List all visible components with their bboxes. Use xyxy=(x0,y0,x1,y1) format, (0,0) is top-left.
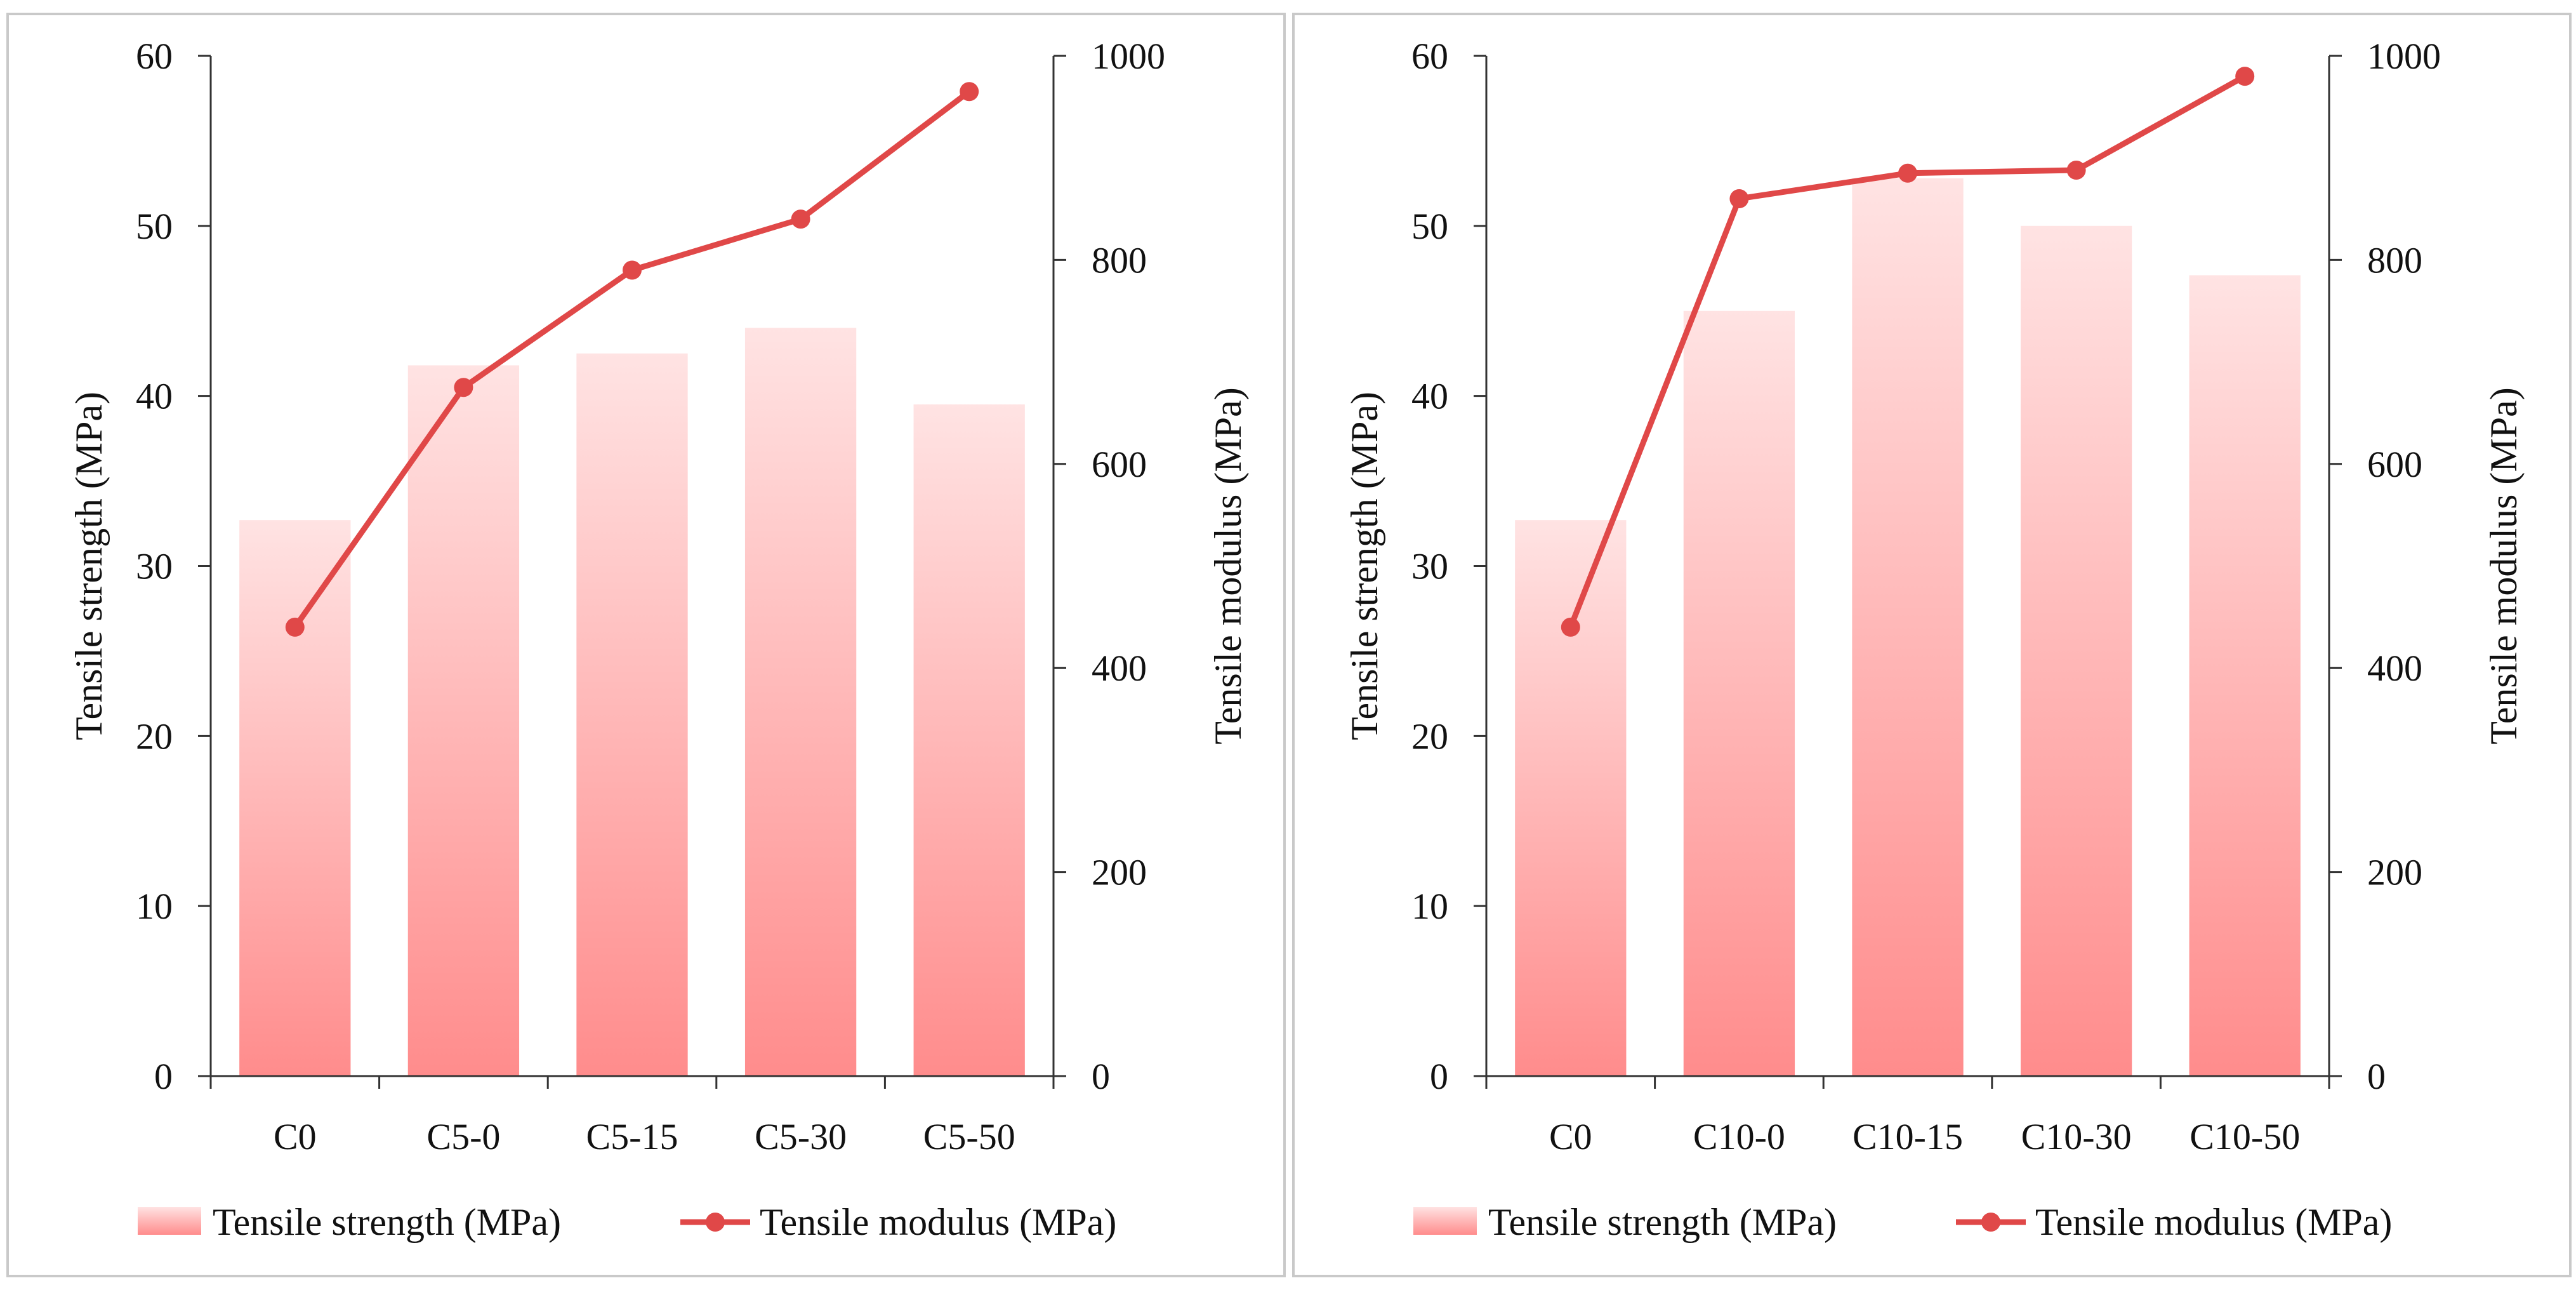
panel-frame xyxy=(1292,13,2572,1277)
bar-c5-15 xyxy=(576,353,688,1077)
point-c5-0 xyxy=(454,378,473,397)
bar-c10-0 xyxy=(1683,310,1795,1076)
bar-c10-50 xyxy=(2189,275,2301,1076)
y2-tick-label: 0 xyxy=(2367,1056,2386,1097)
point-c5-30 xyxy=(791,210,810,229)
y-tick-label: 30 xyxy=(1411,546,1448,587)
y-tick-label: 20 xyxy=(136,715,173,757)
x-tick-label-c10-50: C10-50 xyxy=(2190,1116,2300,1157)
bar-c0 xyxy=(1515,520,1627,1076)
legend-bar-label: Tensile strength (MPa) xyxy=(213,1201,561,1243)
point-c10-15 xyxy=(1898,163,1917,183)
legend-line-marker xyxy=(1981,1213,2000,1232)
point-c10-50 xyxy=(2235,67,2255,86)
legend-bar-label: Tensile strength (MPa) xyxy=(1488,1201,1837,1243)
y-tick-label: 40 xyxy=(1411,376,1448,417)
point-c5-15 xyxy=(623,260,642,280)
y-tick-label: 30 xyxy=(136,546,173,587)
bar-c5-30 xyxy=(744,328,857,1076)
y2-axis-title: Tensile modulus (MPa) xyxy=(1207,387,1249,744)
y-tick-label: 20 xyxy=(1411,715,1448,757)
legend-line-marker xyxy=(706,1213,725,1232)
legend-bar-swatch xyxy=(138,1207,201,1235)
y-tick-label: 0 xyxy=(1430,1056,1448,1097)
point-c0 xyxy=(1561,617,1580,637)
y2-tick-label: 200 xyxy=(1092,852,1147,893)
y2-tick-label: 800 xyxy=(2367,239,2422,281)
x-tick-label-c5-15: C5-15 xyxy=(586,1116,678,1157)
y-tick-label: 10 xyxy=(1411,886,1448,927)
y-axis-title: Tensile strength (MPa) xyxy=(1344,392,1385,740)
y-tick-label: 60 xyxy=(1411,36,1448,77)
point-c0 xyxy=(285,617,305,637)
legend-bar-swatch xyxy=(1413,1207,1477,1235)
y2-tick-label: 400 xyxy=(1092,648,1147,689)
point-c10-30 xyxy=(2066,160,2086,180)
y-tick-label: 10 xyxy=(136,886,173,927)
y-tick-label: 0 xyxy=(154,1056,173,1097)
y-tick-label: 40 xyxy=(136,376,173,417)
y2-axis-title: Tensile modulus (MPa) xyxy=(2483,387,2525,744)
y-tick-label: 50 xyxy=(1411,206,1448,247)
legend-line-label: Tensile modulus (MPa) xyxy=(2035,1201,2392,1243)
y-axis-title: Tensile strength (MPa) xyxy=(68,392,110,740)
point-c5-50 xyxy=(960,82,979,102)
panel-frame xyxy=(6,13,1286,1277)
y2-tick-label: 0 xyxy=(1092,1056,1110,1097)
legend-line-label: Tensile modulus (MPa) xyxy=(760,1201,1116,1243)
y2-tick-label: 600 xyxy=(2367,444,2422,485)
x-tick-label-c5-50: C5-50 xyxy=(923,1116,1015,1157)
y2-tick-label: 800 xyxy=(1092,239,1147,281)
x-tick-label-c10-0: C10-0 xyxy=(1693,1116,1785,1157)
x-tick-label-c0: C0 xyxy=(274,1116,317,1157)
legend: Tensile strength (MPa) Tensile modulus (M… xyxy=(1413,1201,2392,1243)
legend: Tensile strength (MPa) Tensile modulus (M… xyxy=(138,1201,1116,1243)
bar-c10-15 xyxy=(1852,178,1964,1077)
bar-c10-30 xyxy=(2020,225,2132,1076)
bar-c5-0 xyxy=(407,365,520,1076)
x-tick-label-c5-0: C5-0 xyxy=(426,1116,500,1157)
bar-c5-50 xyxy=(913,404,1025,1076)
x-tick-label-c5-30: C5-30 xyxy=(755,1116,847,1157)
x-tick-label-c10-15: C10-15 xyxy=(1853,1116,1963,1157)
y2-tick-label: 1000 xyxy=(2367,36,2441,77)
x-tick-label-c0: C0 xyxy=(1549,1116,1592,1157)
y-tick-label: 50 xyxy=(136,206,173,247)
x-tick-label-c10-30: C10-30 xyxy=(2021,1116,2132,1157)
y2-tick-label: 600 xyxy=(1092,444,1147,485)
y2-tick-label: 400 xyxy=(2367,648,2422,689)
y-tick-label: 60 xyxy=(136,36,173,77)
y2-tick-label: 1000 xyxy=(1092,36,1165,77)
point-c10-0 xyxy=(1729,189,1749,208)
y2-tick-label: 200 xyxy=(2367,852,2422,893)
bar-c0 xyxy=(239,520,351,1076)
